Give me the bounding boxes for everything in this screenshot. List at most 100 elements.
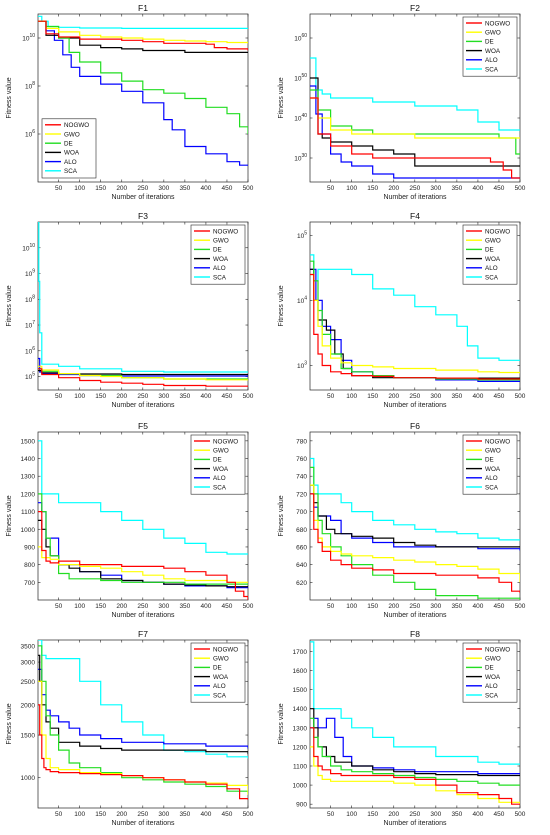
y-tick-exponent: 5: [304, 230, 307, 236]
y-tick-label: 1000: [21, 527, 36, 534]
x-tick-label: 100: [74, 603, 85, 610]
y-tick-label: 106: [25, 346, 35, 356]
x-tick-label: 300: [430, 185, 441, 192]
series-line-nogwo: [310, 97, 520, 179]
x-tick-label: 100: [346, 811, 357, 818]
y-axis-label: Fitness value: [6, 285, 13, 326]
y-tick-label: 1030: [294, 153, 307, 163]
x-tick-label: 250: [409, 603, 420, 610]
chart-title: F6: [410, 421, 420, 431]
series-line-nogwo: [38, 368, 248, 387]
chart-f5: F5 50 100 150 200 250 300 350 400 450 500 Number of…: [6, 421, 254, 619]
y-tick-exponent: 10: [29, 33, 35, 39]
y-tick-label: 106: [25, 129, 35, 139]
x-tick-label: 250: [409, 393, 420, 400]
x-tick-label: 450: [222, 185, 233, 192]
chart-f2: F2 50 100 150 200 250 300 350 400 450 500 Number of…: [278, 3, 526, 201]
y-tick-label: 1500: [293, 687, 308, 694]
x-tick-label: 100: [74, 393, 85, 400]
legend-entry-woa: WOA: [213, 466, 229, 473]
series-line-alo: [310, 717, 520, 775]
x-axis-label: Number of iterations: [111, 194, 175, 201]
x-tick-label: 50: [327, 811, 335, 818]
series-group: [38, 440, 248, 600]
legend-entry-de: DE: [213, 457, 222, 464]
chart-f4: F4 50 100 150 200 250 300 350 400 450 500 Number of…: [278, 211, 526, 409]
y-axis-label: Fitness value: [278, 77, 285, 118]
chart-title: F2: [410, 3, 420, 13]
x-tick-label: 450: [494, 185, 505, 192]
series-line-nogwo: [38, 20, 248, 51]
legend-entry-alo: ALO: [213, 683, 226, 690]
y-tick-base: 10: [22, 245, 30, 252]
y-tick-label: 1100: [21, 509, 35, 516]
y-tick-label: 1060: [294, 33, 307, 43]
y-tick-exponent: 40: [301, 113, 307, 119]
series-line-alo: [38, 357, 248, 377]
legend-entry-nogwo: NOGWO: [485, 438, 510, 445]
x-tick-label: 450: [222, 393, 233, 400]
x-tick-label: 450: [222, 811, 233, 818]
y-tick-exponent: 30: [301, 153, 307, 159]
y-tick-exponent: 6: [32, 129, 35, 135]
y-tick-base: 10: [22, 36, 30, 43]
y-tick-base: 10: [25, 84, 33, 91]
legend-entry-nogwo: NOGWO: [64, 122, 89, 129]
series-line-gwo: [38, 365, 248, 381]
y-tick-base: 10: [25, 271, 33, 278]
legend-entry-gwo: GWO: [485, 448, 501, 455]
x-tick-label: 400: [472, 393, 483, 400]
y-tick-base: 10: [25, 323, 33, 330]
legend-entry-de: DE: [64, 141, 73, 148]
x-tick-label: 200: [388, 603, 399, 610]
chart-title: F8: [410, 629, 420, 639]
x-tick-label: 350: [179, 393, 190, 400]
y-tick-label: 2500: [21, 679, 36, 686]
x-tick-label: 200: [388, 811, 399, 818]
x-tick-label: 500: [243, 185, 254, 192]
x-tick-label: 250: [137, 393, 148, 400]
y-tick-label: 103: [297, 360, 307, 370]
x-tick-label: 150: [367, 185, 378, 192]
legend: NOGWO GWO DE WOA ALO SCA: [190, 434, 246, 495]
x-tick-label: 350: [451, 603, 462, 610]
x-tick-label: 100: [346, 185, 357, 192]
x-axis-label: Number of iterations: [383, 612, 447, 619]
x-tick-label: 200: [116, 811, 127, 818]
series-group: [38, 15, 248, 166]
series-line-woa: [38, 519, 248, 588]
x-tick-label: 300: [158, 393, 169, 400]
series-line-gwo: [310, 97, 520, 139]
series-line-nogwo: [38, 511, 248, 600]
y-tick-exponent: 8: [32, 294, 35, 300]
series-group: [310, 457, 520, 600]
y-tick-label: 1700: [293, 649, 308, 656]
y-tick-label: 105: [297, 230, 307, 240]
x-axis-label: Number of iterations: [111, 402, 175, 409]
series-line-nogwo: [310, 727, 520, 805]
y-tick-base: 10: [297, 363, 305, 370]
x-tick-label: 50: [55, 393, 63, 400]
x-tick-label: 300: [430, 811, 441, 818]
legend-entry-sca: SCA: [485, 274, 499, 281]
chart-title: F3: [138, 211, 148, 221]
y-tick-label: 640: [296, 562, 307, 569]
series-line-sca: [38, 440, 248, 555]
x-tick-label: 150: [367, 393, 378, 400]
series-line-nogwo: [38, 704, 248, 800]
y-tick-exponent: 5: [32, 372, 35, 378]
y-tick-label: 900: [24, 544, 35, 551]
y-tick-base: 10: [294, 76, 302, 83]
y-tick-label: 680: [296, 527, 307, 534]
x-axis-label: Number of iterations: [111, 612, 175, 619]
legend-entry-de: DE: [485, 247, 494, 254]
x-tick-label: 350: [451, 811, 462, 818]
series-line-gwo: [38, 20, 248, 44]
legend-entry-de: DE: [213, 665, 222, 672]
x-tick-label: 150: [95, 811, 106, 818]
x-tick-label: 450: [222, 603, 233, 610]
y-tick-label: 105: [25, 372, 35, 382]
y-tick-label: 2000: [21, 702, 36, 709]
x-axis-label: Number of iterations: [383, 194, 447, 201]
